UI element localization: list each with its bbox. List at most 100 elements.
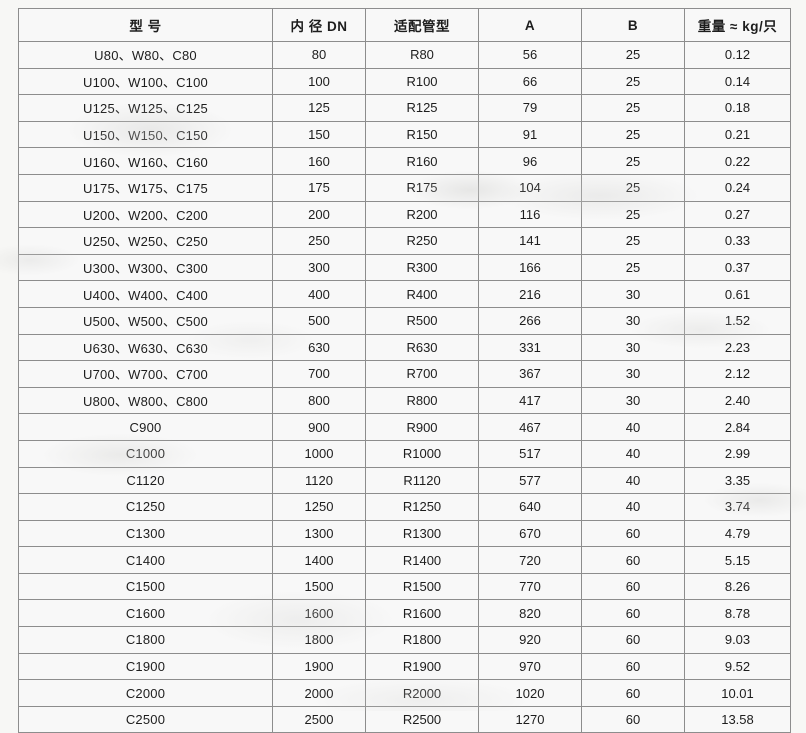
table-row: U400、W400、C400 400 R400 216 30 0.61 [18,280,791,308]
cell-model: C1900 [18,652,273,681]
cell-model: U160、W160、C160 [18,147,273,175]
cell-model: C1250 [18,493,273,521]
cell-a: 720 [478,546,582,574]
cell-pipe: R500 [365,306,479,335]
cell-b: 30 [581,360,685,388]
cell-weight: 2.84 [684,413,791,441]
cell-weight: 2.23 [684,333,791,362]
cell-dn: 100 [272,67,366,96]
cell-pipe: R1500 [365,572,479,601]
cell-a: 467 [478,413,582,441]
cell-model: U250、W250、C250 [18,227,273,255]
cell-pipe: R2000 [365,679,479,707]
cell-weight: 3.35 [684,466,791,495]
cell-b: 40 [581,466,685,495]
cell-a: 216 [478,280,582,308]
cell-dn: 500 [272,306,366,335]
table-row: U700、W700、C700 700 R700 367 30 2.12 [18,360,791,388]
cell-model: U150、W150、C150 [18,120,273,149]
cell-a: 417 [478,386,582,415]
cell-b: 30 [581,306,685,335]
cell-weight: 2.40 [684,386,791,415]
cell-a: 920 [478,626,582,654]
cell-dn: 900 [272,413,366,441]
cell-b: 25 [581,200,685,229]
table-row: C1300 1300 R1300 670 60 4.79 [18,519,791,548]
pipe-fitting-spec-table: 型 号 内 径 DN 适配管型 A B 重量 ≈ kg/只 U80、W80、C8… [18,8,791,733]
cell-model: U125、W125、C125 [18,94,273,122]
cell-b: 30 [581,386,685,415]
cell-b: 40 [581,439,685,468]
cell-model: U175、W175、C175 [18,173,273,202]
cell-a: 670 [478,519,582,548]
cell-pipe: R1400 [365,546,479,574]
cell-a: 970 [478,652,582,681]
cell-model: U100、W100、C100 [18,67,273,96]
cell-b: 25 [581,94,685,122]
cell-a: 640 [478,493,582,521]
cell-b: 25 [581,41,685,69]
cell-weight: 9.52 [684,652,791,681]
cell-weight: 2.99 [684,439,791,468]
cell-b: 60 [581,519,685,548]
cell-model: C1800 [18,626,273,654]
column-header-weight: 重量 ≈ kg/只 [684,8,791,42]
table-row: C2000 2000 R2000 1020 60 10.01 [18,679,791,707]
cell-pipe: R100 [365,67,479,96]
table-row: U80、W80、C80 80 R80 56 25 0.12 [18,41,791,69]
cell-pipe: R1250 [365,493,479,521]
cell-weight: 3.74 [684,493,791,521]
cell-pipe: R630 [365,333,479,362]
cell-b: 40 [581,413,685,441]
cell-pipe: R2500 [365,705,479,733]
table-header: 型 号 内 径 DN 适配管型 A B 重量 ≈ kg/只 [18,8,791,42]
cell-weight: 0.37 [684,253,791,282]
cell-b: 60 [581,572,685,601]
cell-a: 517 [478,439,582,468]
cell-weight: 0.27 [684,200,791,229]
cell-pipe: R700 [365,360,479,388]
cell-dn: 1300 [272,519,366,548]
table-row: C1120 1120 R1120 577 40 3.35 [18,466,791,495]
cell-dn: 160 [272,147,366,175]
cell-weight: 10.01 [684,679,791,707]
table-row: U630、W630、C630 630 R630 331 30 2.23 [18,333,791,362]
column-header-pipe: 适配管型 [365,8,479,42]
cell-pipe: R1000 [365,439,479,468]
cell-model: U200、W200、C200 [18,200,273,229]
cell-weight: 8.78 [684,599,791,628]
cell-dn: 1500 [272,572,366,601]
cell-model: C1000 [18,439,273,468]
cell-a: 56 [478,41,582,69]
cell-b: 60 [581,652,685,681]
cell-pipe: R160 [365,147,479,175]
cell-weight: 0.14 [684,67,791,96]
cell-a: 331 [478,333,582,362]
cell-dn: 1800 [272,626,366,654]
header-row: 型 号 内 径 DN 适配管型 A B 重量 ≈ kg/只 [18,8,791,42]
cell-model: U700、W700、C700 [18,360,273,388]
cell-weight: 5.15 [684,546,791,574]
cell-b: 30 [581,333,685,362]
cell-a: 1020 [478,679,582,707]
cell-a: 367 [478,360,582,388]
cell-dn: 800 [272,386,366,415]
cell-pipe: R125 [365,94,479,122]
cell-b: 60 [581,546,685,574]
cell-a: 91 [478,120,582,149]
cell-model: U800、W800、C800 [18,386,273,415]
cell-dn: 400 [272,280,366,308]
cell-a: 166 [478,253,582,282]
cell-pipe: R400 [365,280,479,308]
table-row: C900 900 R900 467 40 2.84 [18,413,791,441]
cell-pipe: R1600 [365,599,479,628]
cell-b: 60 [581,626,685,654]
cell-model: C1400 [18,546,273,574]
cell-model: C2000 [18,679,273,707]
cell-weight: 0.12 [684,41,791,69]
cell-b: 60 [581,679,685,707]
table-row: U200、W200、C200 200 R200 116 25 0.27 [18,200,791,229]
table-row: C2500 2500 R2500 1270 60 13.58 [18,705,791,733]
cell-weight: 8.26 [684,572,791,601]
cell-model: U630、W630、C630 [18,333,273,362]
